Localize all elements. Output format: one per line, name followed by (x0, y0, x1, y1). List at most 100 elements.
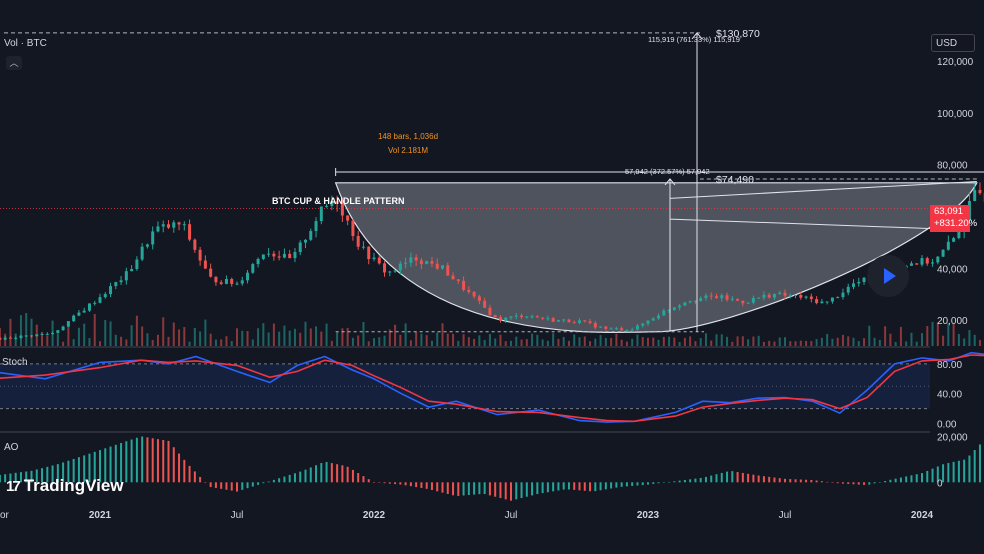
volume-bar (799, 340, 802, 346)
volume-bar (367, 341, 370, 346)
volume-bar (662, 336, 665, 346)
candle-body (836, 297, 840, 299)
ao-bar (857, 482, 860, 485)
volume-bar (673, 337, 676, 346)
candle-body (346, 215, 350, 221)
candle-body (788, 295, 792, 297)
volume-bar (625, 341, 628, 346)
ao-bar (963, 459, 966, 483)
ao-bar (9, 473, 12, 483)
candle-body (114, 282, 118, 287)
volume-bar (589, 341, 592, 346)
volume-bar (83, 323, 86, 346)
ao-bar (868, 482, 871, 485)
ao-bar (88, 453, 91, 483)
volume-bar (25, 313, 28, 346)
volume-bar (199, 331, 202, 346)
time-tick-label: 2021 (89, 510, 112, 521)
volume-bar (921, 333, 923, 346)
candle-body (925, 258, 929, 264)
volume-bar (341, 328, 344, 346)
candle-body (830, 297, 834, 302)
volume-bar (293, 328, 296, 346)
volume-bar (404, 323, 407, 346)
ao-bar (820, 481, 823, 483)
candle-body (230, 279, 234, 284)
volume-bar (641, 337, 644, 346)
candle-body (325, 205, 329, 207)
candle-body (135, 259, 139, 270)
volume-bar (246, 331, 249, 346)
ao-bar (236, 482, 238, 492)
volume-bar (957, 334, 960, 346)
volume-bar (351, 337, 354, 346)
volume-bar (778, 337, 781, 346)
volume-bar (330, 340, 333, 346)
ao-bar (541, 482, 544, 494)
ao-bar (309, 467, 312, 483)
candle-body (298, 242, 302, 253)
candle-body (778, 292, 782, 295)
volume-bar (488, 333, 491, 346)
play-button[interactable] (867, 255, 909, 297)
volume-bar (604, 337, 607, 346)
candle-body (709, 295, 713, 297)
ao-bar (56, 464, 59, 483)
candle-body (530, 316, 534, 318)
candle-body (525, 316, 529, 318)
ao-bar (293, 473, 296, 483)
ao-bar (35, 469, 38, 483)
ao-bar (199, 476, 202, 483)
candle-body (657, 315, 661, 319)
ao-bar (836, 482, 839, 484)
ao-bar (72, 458, 75, 483)
play-icon (884, 268, 896, 284)
volume-bar (536, 334, 539, 346)
candle-body (335, 201, 339, 204)
volume-bar (9, 318, 12, 346)
volume-bar (72, 339, 75, 346)
volume-bar (689, 336, 692, 346)
ao-bar (457, 482, 460, 496)
ao-bar (973, 450, 976, 483)
candle-body (256, 258, 260, 265)
candle-body (783, 292, 787, 296)
volume-bar (93, 314, 96, 346)
candle-body (614, 328, 618, 330)
candle-body (304, 239, 307, 243)
chevron-up-icon[interactable]: ︿ (6, 56, 22, 70)
volume-bar (225, 336, 228, 346)
candle-body (51, 333, 55, 335)
candle-body (235, 283, 239, 285)
ao-bar (794, 479, 797, 483)
volume-bar (847, 336, 850, 346)
candle-body (477, 296, 481, 301)
candle-body (799, 294, 803, 298)
ao-bar (204, 482, 207, 483)
ao-bar (404, 482, 407, 486)
ao-bar (647, 482, 649, 485)
ao-bar (146, 437, 149, 483)
mid-measure-label: 57,942 (372.57%) 57,942 (625, 167, 710, 176)
volume-bar (620, 339, 623, 346)
volume-bar (4, 333, 7, 346)
volume-bar (193, 327, 196, 346)
volume-bar (357, 335, 360, 346)
volume-bar (278, 331, 281, 346)
ao-bar (799, 479, 802, 483)
candle-body (330, 201, 334, 206)
volume-bar (852, 337, 855, 346)
annotation-labels: BTC CUP & HANDLE PATTERN $130,870 $74,490 1… (272, 28, 760, 206)
ao-bar (567, 482, 570, 490)
volume-bar (546, 340, 549, 346)
ao-bar (220, 482, 223, 489)
ao-bar (931, 468, 934, 483)
candle-body (8, 337, 12, 339)
volume-bar (104, 319, 107, 346)
currency-selector[interactable]: USD (931, 34, 975, 52)
ao-bar (99, 450, 101, 483)
volume-bar (836, 337, 839, 346)
ao-bar (899, 477, 902, 483)
candle-body (40, 333, 44, 335)
